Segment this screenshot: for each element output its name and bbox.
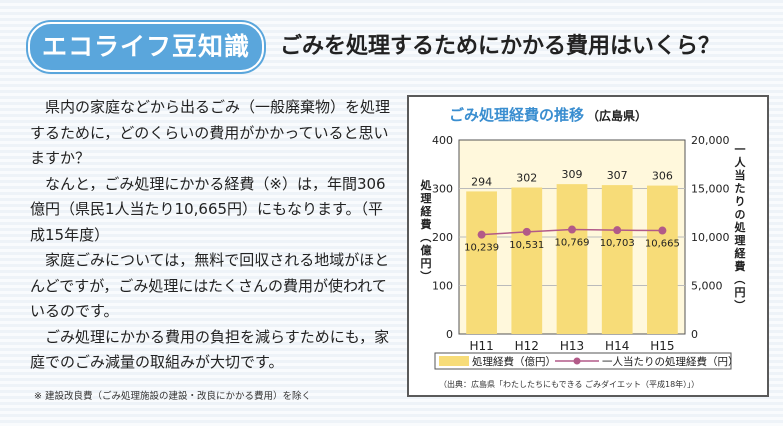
footnote: ※ 建設改良費（ごみ処理施設の建設・改良にかかる費用）を除く (34, 391, 311, 402)
eco-life-tips-badge: エコライフ豆知識 (28, 22, 264, 72)
x-tick-label: H12 (515, 339, 539, 353)
y-left-tick-label: 200 (432, 231, 453, 244)
line-marker (477, 230, 486, 239)
line-marker (658, 226, 667, 235)
bar (511, 187, 543, 334)
legend-swatch-bar (439, 356, 469, 366)
y-left-axis-label-char: 理 (421, 192, 432, 205)
x-tick-label: H11 (469, 339, 493, 353)
chart-svg: ごみ処理経費の推移 （広島県） 0 100 200 300 400 0 5,000 10,000 1… (419, 106, 747, 389)
legend-label-line: 一人当たりの処理経費（円） (602, 355, 739, 368)
y-right-axis-label-char: 費 (734, 259, 746, 273)
bar (601, 185, 633, 334)
y-right-axis-label-char: た (735, 182, 746, 195)
y-left-axis-label-char: 億 (421, 243, 432, 257)
chart-subtitle: （広島県） (587, 108, 647, 123)
y-left-axis-label-char: 処 (420, 178, 433, 192)
y-right-axis-label-char: 人 (735, 155, 747, 169)
line-value-label: 10,531 (509, 240, 544, 251)
y-right-tick-label: 10,000 (691, 231, 730, 244)
bar-value-label: 302 (516, 172, 537, 185)
bar (466, 191, 497, 334)
bar-value-label: 307 (607, 169, 628, 182)
line-marker (568, 225, 576, 234)
paragraph-4: ごみ処理にかかる費用の負担を減らすためにも，家庭でのごみ減量の取組みが大切です。 (30, 327, 390, 372)
x-tick-label: H15 (650, 339, 674, 353)
body-text: 県内の家庭などから出るごみ（一般廃棄物）を処理するために，どのくらいの費用がかか… (30, 95, 390, 376)
line-value-label: 10,769 (555, 238, 590, 249)
y-right-axis-label-char: 当 (735, 168, 746, 182)
y-right-axis-label-char: 一 (735, 143, 746, 156)
y-right-tick-label: 20,000 (691, 134, 730, 147)
y-left-tick-label: 0 (446, 328, 453, 341)
y-right-axis-label-char: り (735, 195, 746, 208)
bar (556, 184, 588, 334)
y-right-tick-label: 0 (691, 328, 698, 341)
line-marker (613, 226, 622, 235)
paragraph-3: 家庭ごみについては，無料で回収される地域がほとんどですが，ごみ処理にはたくさんの… (30, 251, 390, 320)
y-right-axis-label-char: （ (733, 274, 746, 285)
y-right-axis-label-char: 経 (735, 246, 747, 260)
y-left-axis-label-char: 費 (420, 217, 432, 231)
legend-marker-line (573, 357, 581, 365)
y-left-axis-label-char: （ (419, 232, 432, 243)
y-right-axis-label-char: ） (733, 300, 746, 311)
y-right-axis-label-char: 理 (735, 234, 746, 247)
y-left-axis-label-char: 経 (421, 204, 433, 218)
y-left-tick-label: 400 (432, 134, 453, 147)
y-right-axis-label-char: 処 (734, 220, 747, 234)
x-tick-label: H13 (560, 339, 584, 353)
bar-value-label: 309 (562, 168, 583, 181)
legend-label-bar: 処理経費（億円） (472, 355, 556, 368)
y-right-axis-label-char: 円 (735, 286, 746, 299)
chart-title: ごみ処理経費の推移 (449, 106, 584, 124)
line-value-label: 10,239 (464, 243, 499, 254)
chart-source: （出典：広島県「わたしたちにもできる ごみダイエット（平成18年）」） (439, 379, 699, 389)
bar-value-label: 306 (652, 170, 673, 183)
y-left-axis-label-char: 円 (421, 257, 432, 270)
y-left-tick-label: 100 (432, 280, 453, 293)
bar-value-label: 294 (471, 175, 492, 188)
line-value-label: 10,665 (645, 239, 680, 250)
y-left-tick-label: 300 (432, 183, 453, 196)
page-headline: ごみを処理するためにかかる費用はいくら？ (280, 34, 721, 59)
line-value-label: 10,703 (600, 238, 635, 249)
paragraph-1: 県内の家庭などから出るごみ（一般廃棄物）を処理するために，どのくらいの費用がかか… (30, 98, 391, 167)
y-right-axis-label-char: の (735, 208, 746, 221)
bar (647, 185, 678, 334)
chart-panel: ごみ処理経費の推移 （広島県） 0 100 200 300 400 0 5,000 10,000 1… (407, 95, 769, 397)
y-left-axis-label-char: ） (419, 271, 432, 282)
y-right-tick-label: 5,000 (691, 280, 723, 293)
y-right-tick-label: 15,000 (691, 183, 730, 196)
paragraph-2: なんと，ごみ処理にかかる経費（※）は，年間306億円（県民1人当たり10,665… (30, 174, 386, 244)
x-tick-label: H14 (605, 339, 629, 353)
line-marker (522, 227, 531, 236)
